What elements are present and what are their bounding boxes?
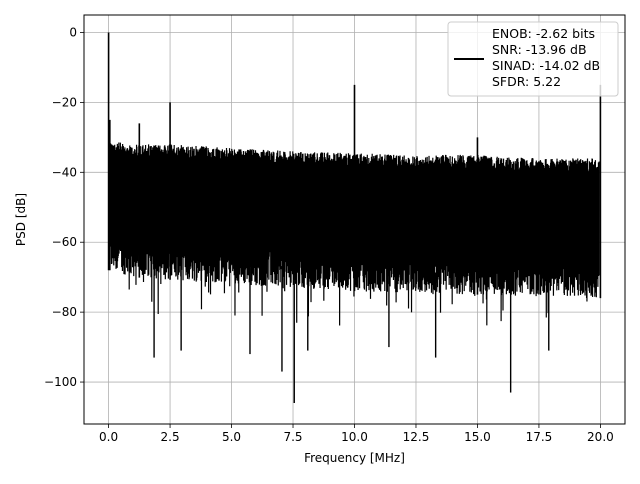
- legend-sfdr: SFDR: 5.22: [492, 74, 561, 89]
- legend-box: [447, 21, 619, 97]
- plot-layer: [107, 32, 602, 404]
- x-tick-label: 20.0: [587, 430, 614, 444]
- x-axis-label: Frequency [MHz]: [304, 451, 405, 465]
- y-tick-label: −20: [52, 95, 77, 109]
- legend-snr: SNR: -13.96 dB: [492, 42, 587, 57]
- x-tick-label: 5.0: [222, 430, 241, 444]
- y-tick-label: −60: [52, 235, 77, 249]
- x-tick-label: 7.5: [283, 430, 302, 444]
- legend-sinad: SINAD: -14.02 dB: [492, 58, 600, 73]
- x-tick-label: 12.5: [403, 430, 430, 444]
- x-tick-label: 17.5: [526, 430, 553, 444]
- y-tick-label: −40: [52, 165, 77, 179]
- x-tick-label: 2.5: [161, 430, 180, 444]
- x-tick-label: 10.0: [341, 430, 368, 444]
- y-tick-label: 0: [69, 25, 77, 39]
- y-tick-label: −100: [44, 375, 77, 389]
- y-axis-label: PSD [dB]: [14, 193, 28, 246]
- x-tick-label: 0.0: [99, 430, 118, 444]
- x-tick-label: 15.0: [464, 430, 491, 444]
- legend-enob: ENOB: -2.62 bits: [492, 26, 595, 41]
- legend: ENOB: -2.62 bits SNR: -13.96 dB SINAD: -…: [447, 21, 619, 97]
- tick-layer: 0.0 2.5 5.0 7.5 10.0 12.5 15.0 17.5 20.0 0 −20 −40 −…: [44, 25, 614, 444]
- y-tick-label: −80: [52, 305, 77, 319]
